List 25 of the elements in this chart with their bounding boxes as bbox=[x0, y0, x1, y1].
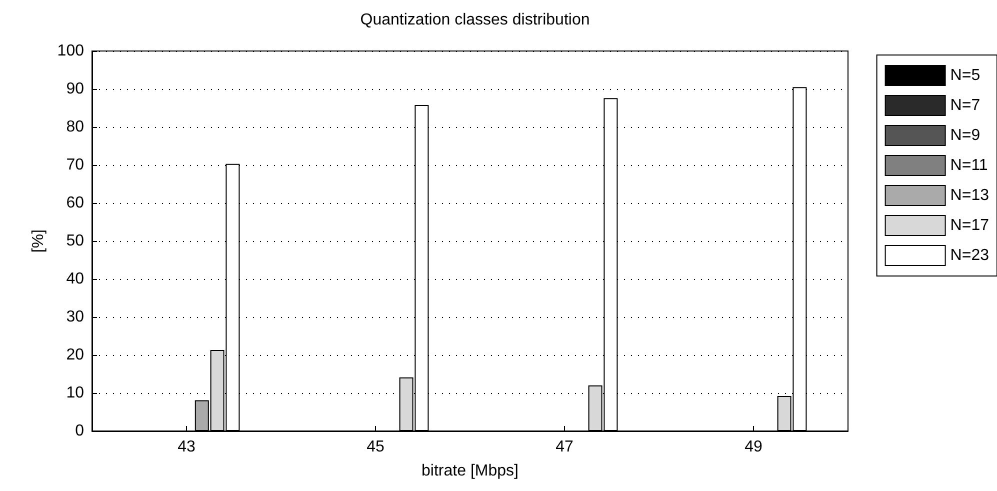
legend-label: N=11 bbox=[950, 157, 988, 174]
y-tick-label: 80 bbox=[66, 118, 84, 136]
x-tick-label: 45 bbox=[366, 438, 384, 456]
legend-label: N=9 bbox=[950, 127, 980, 144]
x-tick-label: 49 bbox=[744, 438, 762, 456]
x-axis-title: bitrate [Mbps] bbox=[422, 462, 518, 480]
chart-title: Quantization classes distribution bbox=[360, 12, 590, 28]
legend-label: N=7 bbox=[950, 97, 980, 114]
y-tick-label: 10 bbox=[66, 384, 84, 402]
y-tick-label: 100 bbox=[57, 42, 84, 60]
x-tick-label: 47 bbox=[556, 438, 574, 456]
legend-label: N=23 bbox=[950, 247, 990, 264]
y-tick-label: 60 bbox=[66, 194, 84, 212]
legend-label: N=5 bbox=[950, 67, 980, 84]
x-tick-label: 43 bbox=[178, 438, 196, 456]
y-tick-label: 20 bbox=[66, 346, 84, 364]
legend-label: N=13 bbox=[950, 187, 990, 204]
y-axis-title: [%] bbox=[30, 229, 47, 253]
y-tick-label: 50 bbox=[66, 232, 84, 250]
y-tick-label: 70 bbox=[66, 156, 84, 174]
y-tick-label: 0 bbox=[75, 422, 84, 440]
y-tick-label: 30 bbox=[66, 308, 84, 326]
y-tick-label: 40 bbox=[66, 270, 84, 288]
y-tick-label: 90 bbox=[66, 80, 84, 98]
legend-label: N=17 bbox=[950, 217, 990, 234]
